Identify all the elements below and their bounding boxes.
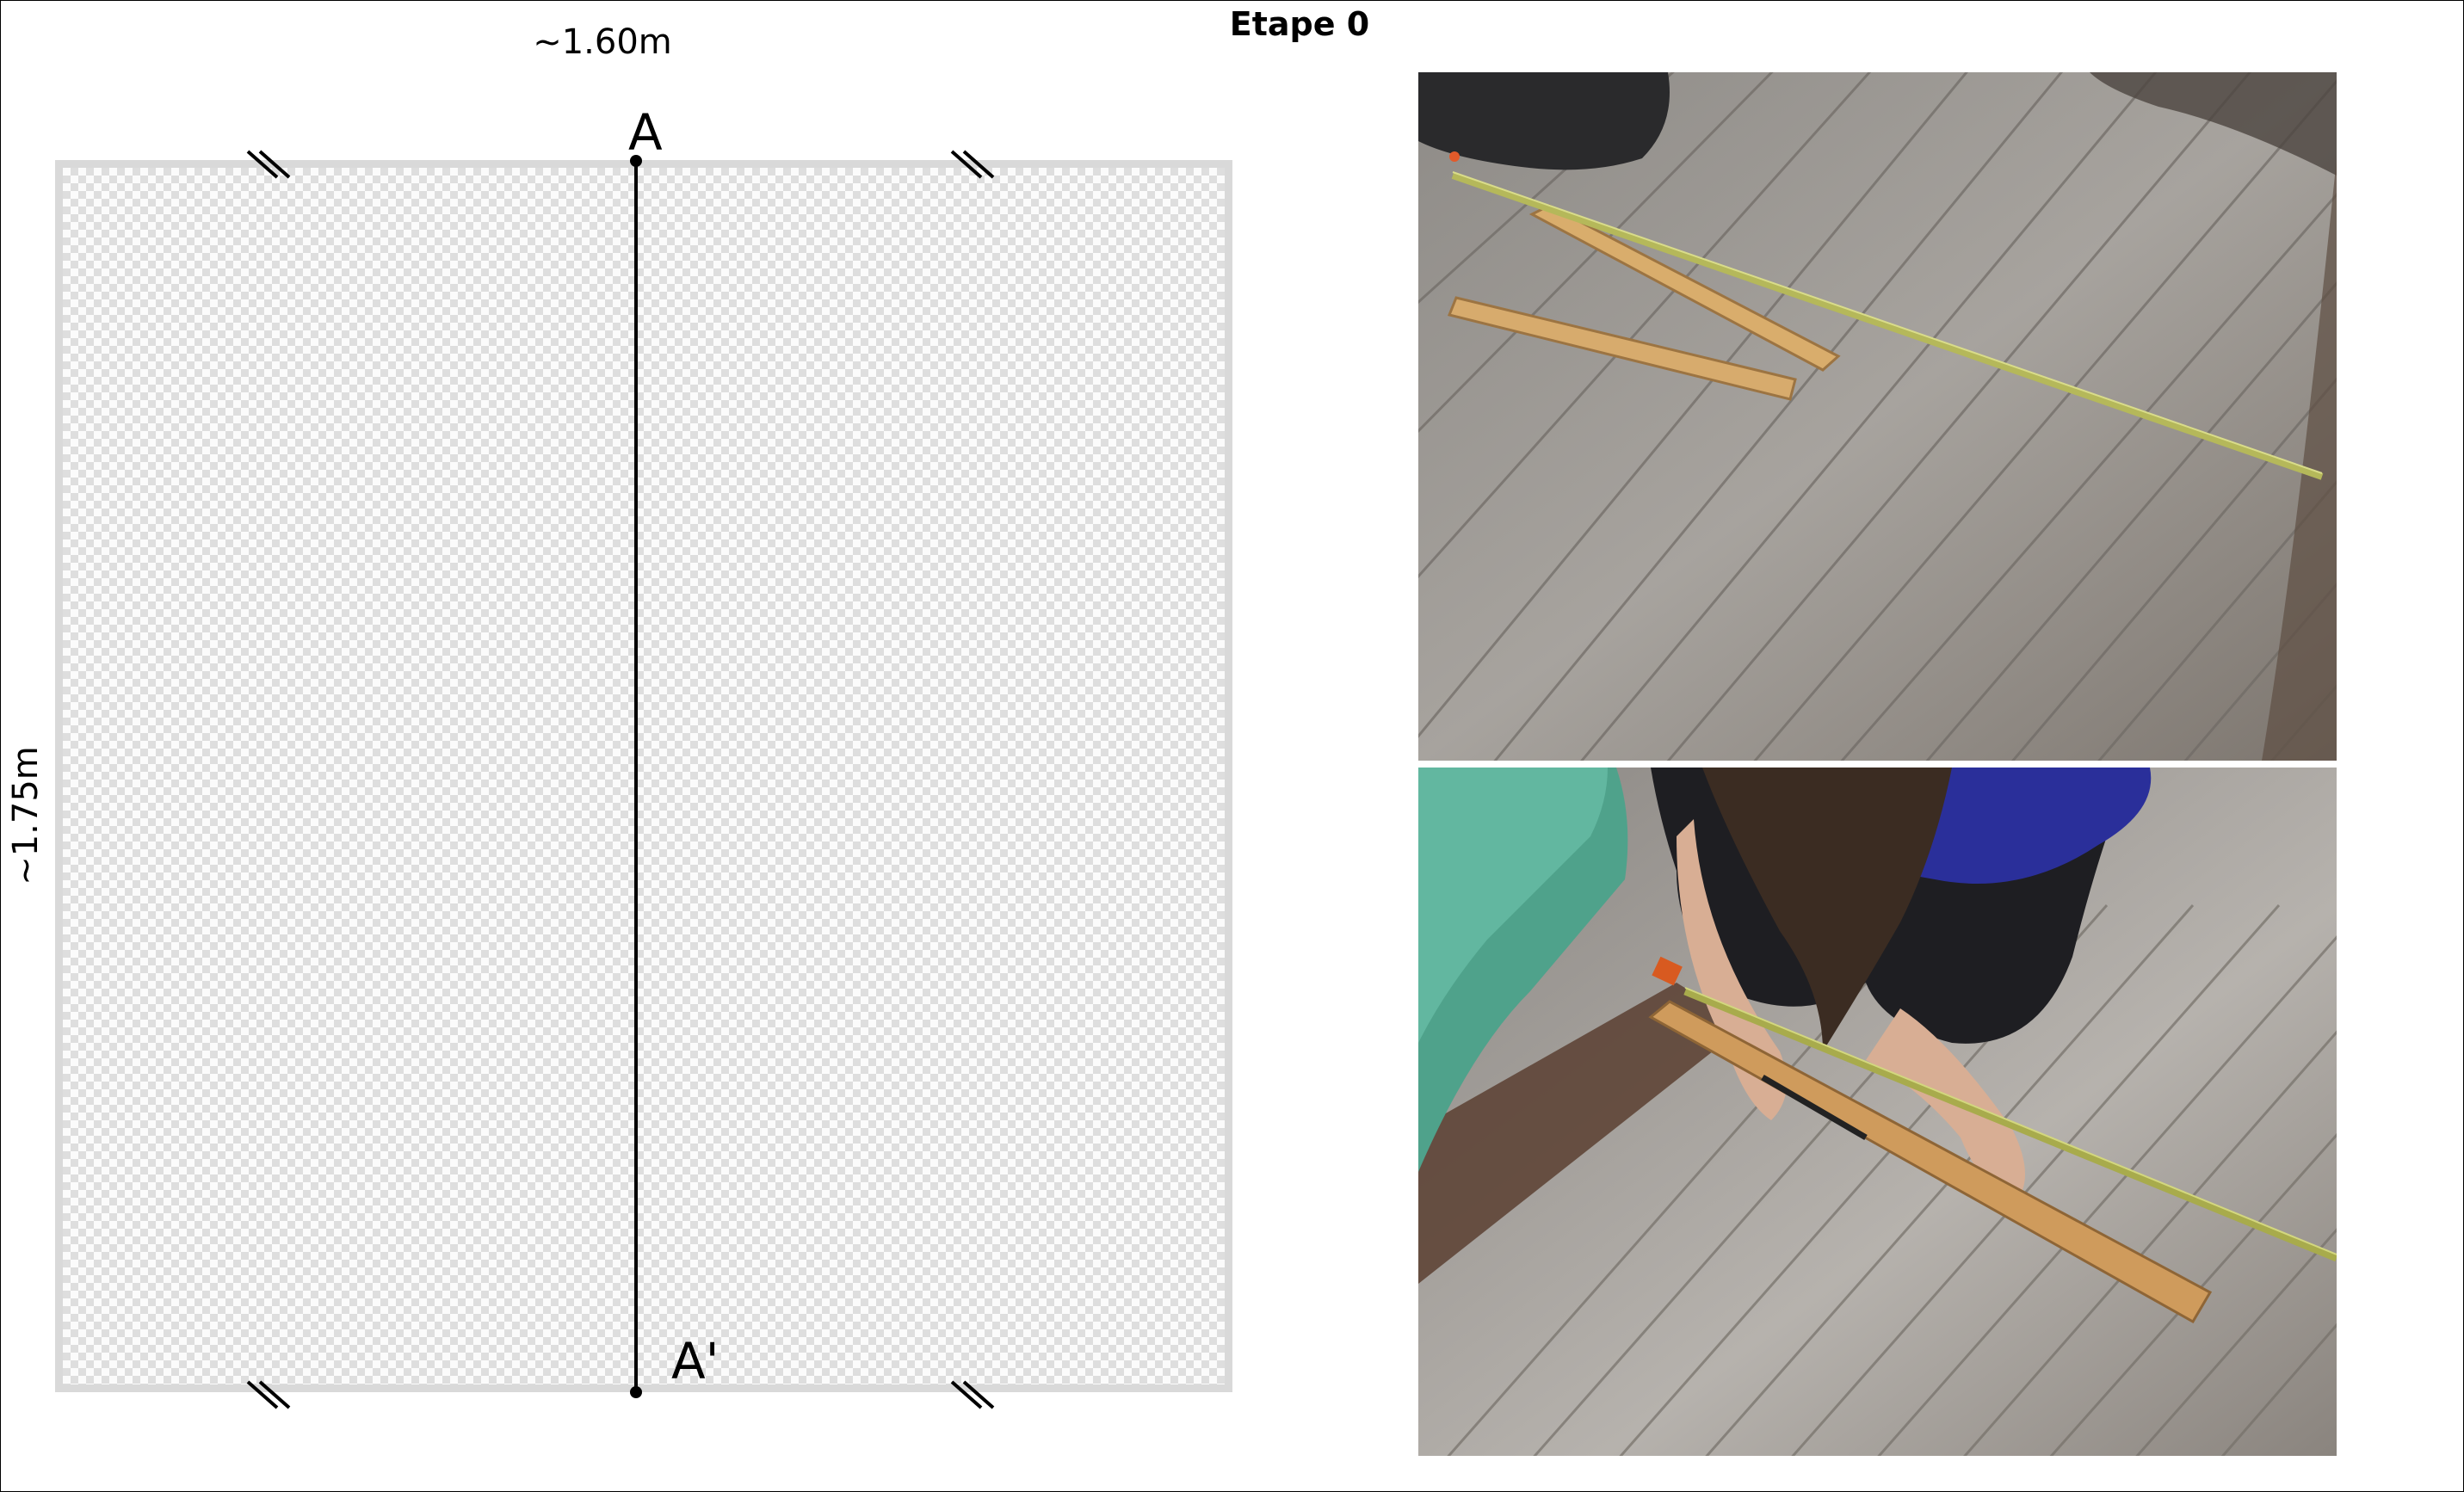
width-dimension-label: ~1.60m	[533, 22, 672, 62]
break-mark-top-right	[950, 150, 995, 179]
point-a-prime-label: A'	[671, 1332, 719, 1390]
break-mark-top-left	[246, 150, 291, 179]
point-a-prime-marker	[630, 1386, 642, 1398]
break-mark-bottom-right	[950, 1380, 995, 1409]
floor-boards-measuring-tape-photo	[1418, 72, 2337, 761]
point-a-marker	[630, 155, 642, 167]
break-mark-bottom-left	[246, 1380, 291, 1409]
page-title: Etape 0	[1229, 5, 1370, 43]
point-a-label: A	[628, 103, 663, 162]
fabric-panel	[55, 160, 1232, 1392]
person-marking-plank-photo	[1418, 768, 2337, 1456]
